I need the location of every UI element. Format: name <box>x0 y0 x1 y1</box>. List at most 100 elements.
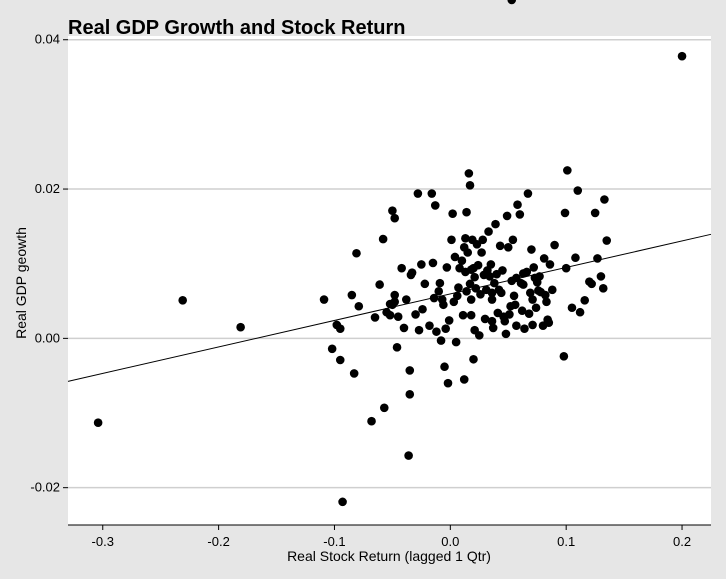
data-point <box>445 316 454 325</box>
data-point <box>458 256 467 265</box>
data-point <box>421 280 430 289</box>
data-point <box>460 375 469 384</box>
data-point <box>447 236 456 245</box>
data-point <box>469 355 478 364</box>
data-point <box>94 418 103 427</box>
data-point <box>484 227 493 236</box>
data-point <box>467 311 476 320</box>
data-point <box>439 300 448 309</box>
data-point <box>463 248 472 257</box>
data-point <box>367 417 376 426</box>
data-point <box>437 336 446 345</box>
data-point <box>338 498 347 507</box>
data-point <box>467 295 476 304</box>
data-point <box>600 195 609 204</box>
data-point <box>448 209 457 218</box>
data-point <box>513 200 522 209</box>
data-point <box>405 366 414 375</box>
x-tick-label: 0.1 <box>557 534 575 549</box>
data-point <box>528 295 537 304</box>
data-point <box>415 326 424 335</box>
data-point <box>519 280 528 289</box>
data-point <box>443 263 452 272</box>
data-point <box>354 302 363 311</box>
x-tick-label: -0.3 <box>92 534 114 549</box>
data-point <box>546 260 555 269</box>
data-point <box>386 311 395 320</box>
data-point <box>478 236 487 245</box>
data-point <box>525 309 534 318</box>
data-point <box>571 253 580 262</box>
x-tick-label: -0.1 <box>323 534 345 549</box>
data-point <box>597 272 606 281</box>
data-point <box>475 331 484 340</box>
data-point <box>542 297 551 306</box>
data-point <box>348 291 357 300</box>
data-point <box>429 259 438 268</box>
data-point <box>587 280 596 289</box>
data-point <box>444 379 453 388</box>
data-point <box>591 209 600 218</box>
data-point <box>599 284 608 293</box>
data-point <box>404 451 413 460</box>
data-point <box>462 208 471 217</box>
data-point <box>236 323 245 332</box>
data-point <box>512 321 521 330</box>
data-point <box>477 248 486 257</box>
data-point <box>580 296 589 305</box>
data-point <box>178 296 187 305</box>
x-tick-label: 0.0 <box>441 534 459 549</box>
data-point <box>427 189 436 198</box>
y-tick-label: 0.04 <box>35 32 60 47</box>
data-point <box>394 312 403 321</box>
data-point <box>393 343 402 352</box>
data-point <box>431 201 440 210</box>
data-point <box>562 264 571 273</box>
y-tick-label: 0.00 <box>35 330 60 345</box>
data-point <box>545 318 554 327</box>
data-point <box>436 279 445 288</box>
data-point <box>397 264 406 273</box>
plot-area <box>68 36 711 525</box>
data-point <box>491 220 500 229</box>
data-point <box>505 310 514 319</box>
data-point <box>563 166 572 175</box>
data-point <box>548 286 557 295</box>
data-point <box>336 324 345 333</box>
data-point <box>452 338 461 347</box>
data-point <box>350 369 359 378</box>
data-point <box>487 260 496 269</box>
data-point <box>462 287 471 296</box>
data-point <box>510 292 519 301</box>
data-point <box>488 317 497 326</box>
data-point <box>593 254 602 263</box>
y-axis-label: Real GDP geowth <box>13 227 29 339</box>
data-point <box>465 169 474 178</box>
data-point <box>498 266 507 275</box>
y-tick-label: -0.02 <box>30 480 60 495</box>
data-point <box>441 324 450 333</box>
data-point <box>602 236 611 245</box>
data-point <box>532 303 541 312</box>
data-point <box>336 356 345 365</box>
data-point <box>470 273 479 282</box>
x-tick-label: 0.2 <box>673 534 691 549</box>
data-point <box>425 321 434 330</box>
y-tick-label: 0.02 <box>35 181 60 196</box>
data-point <box>678 52 687 61</box>
data-point <box>388 206 397 215</box>
data-point <box>371 313 380 322</box>
data-point <box>524 189 533 198</box>
data-point <box>568 303 577 312</box>
x-tick-label: -0.2 <box>207 534 229 549</box>
data-point <box>561 209 570 218</box>
data-point <box>512 274 521 283</box>
data-point <box>503 212 512 221</box>
data-point <box>417 260 426 269</box>
data-point <box>379 235 388 244</box>
data-point <box>454 283 463 292</box>
data-point <box>576 308 585 317</box>
data-point <box>496 241 505 250</box>
data-point <box>418 305 427 314</box>
